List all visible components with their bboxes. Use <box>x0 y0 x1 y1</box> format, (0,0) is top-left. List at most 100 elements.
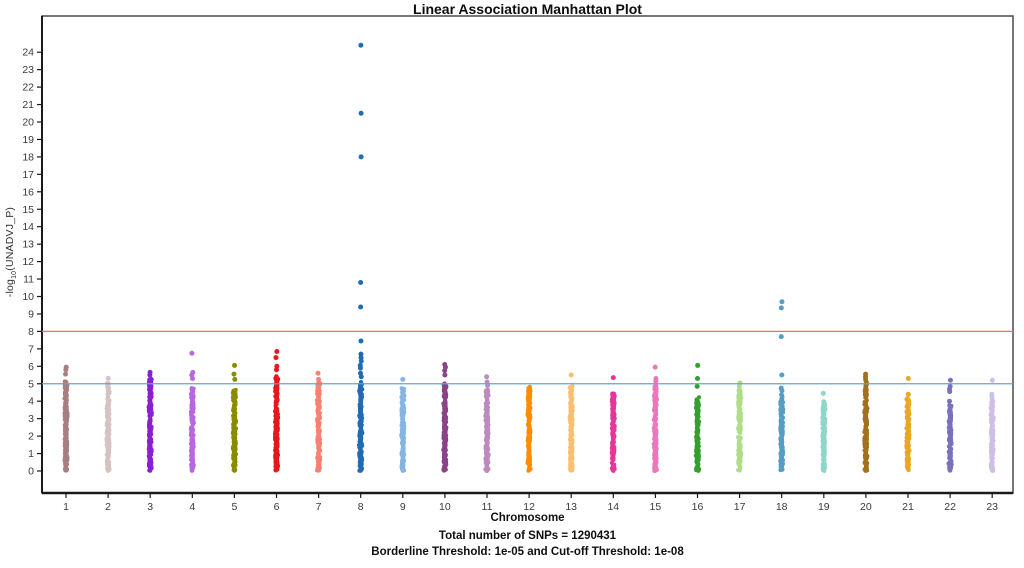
snp-point <box>611 446 616 451</box>
snp-point <box>232 397 237 402</box>
snp-point <box>526 449 531 454</box>
snp-point <box>357 419 363 424</box>
snp-point <box>484 428 489 433</box>
y-tick-label: 13 <box>22 239 34 251</box>
snp-point <box>527 466 532 471</box>
snp-point <box>736 447 741 453</box>
snp-outlier-point <box>905 391 911 397</box>
snp-point <box>63 458 68 463</box>
snp-point <box>358 458 363 464</box>
snp-point <box>948 421 953 426</box>
snp-point <box>401 386 406 391</box>
snp-point <box>315 417 320 423</box>
snp-point <box>64 432 69 437</box>
snp-point <box>148 402 153 407</box>
snp-point <box>612 404 617 409</box>
snp-point <box>947 412 952 417</box>
snp-outlier-point <box>778 334 784 340</box>
chromosome-column-17 <box>736 380 744 473</box>
snp-point <box>190 390 195 395</box>
snp-point <box>653 415 658 421</box>
snp-point <box>569 431 574 436</box>
snp-point <box>737 399 742 404</box>
snp-point <box>905 428 910 433</box>
snp-point <box>990 456 995 461</box>
snp-point <box>779 407 784 412</box>
snp-point <box>147 468 152 473</box>
snp-point <box>273 412 279 417</box>
snp-point <box>147 430 152 435</box>
snp-point <box>653 467 658 472</box>
snp-point <box>147 391 152 396</box>
chromosome-column-9 <box>399 376 407 473</box>
snp-outlier-point <box>316 376 322 382</box>
snp-point <box>948 406 953 411</box>
snp-point <box>106 463 111 468</box>
snp-point <box>653 405 658 410</box>
snp-outlier-point <box>779 299 785 305</box>
snp-point <box>990 452 995 457</box>
snp-point <box>148 424 153 429</box>
y-tick-label: 3 <box>28 413 34 425</box>
snp-point <box>358 450 363 455</box>
snp-point <box>822 468 827 474</box>
y-tick-label: 24 <box>22 47 34 59</box>
chromosome-column-23 <box>988 377 996 473</box>
x-tick-label: 22 <box>944 501 956 513</box>
snp-outlier-point <box>274 367 280 373</box>
chromosome-column-22 <box>946 377 954 473</box>
snp-point <box>147 395 152 400</box>
snp-point <box>527 452 532 457</box>
snp-point <box>62 383 68 388</box>
snp-outlier-point <box>358 351 364 357</box>
snp-point <box>525 459 530 464</box>
snp-point <box>148 386 153 391</box>
snp-point <box>780 428 785 433</box>
snp-point <box>991 418 996 423</box>
snp-point <box>653 442 658 447</box>
snp-point <box>232 388 237 393</box>
snp-point <box>568 424 573 429</box>
snp-point <box>400 447 405 452</box>
snp-point <box>736 429 742 434</box>
snp-point <box>611 435 616 440</box>
y-tick-label: 21 <box>22 99 34 111</box>
y-tick-label: 8 <box>28 326 34 338</box>
snp-point <box>695 429 700 435</box>
snp-outlier-point <box>400 376 406 382</box>
chromosome-column-18 <box>778 299 786 473</box>
snp-point <box>568 452 573 457</box>
snp-point <box>64 392 69 397</box>
snp-outlier-point <box>358 110 364 116</box>
snp-outlier-point <box>63 371 69 377</box>
chromosome-column-10 <box>441 362 449 473</box>
snp-point <box>653 409 658 414</box>
snp-point <box>696 422 701 427</box>
snp-point <box>189 449 194 454</box>
snp-point <box>484 403 489 408</box>
snp-point <box>442 450 447 455</box>
snp-point <box>316 406 321 411</box>
snp-point <box>864 421 869 426</box>
snp-point <box>695 406 700 411</box>
snp-outlier-point <box>820 390 826 396</box>
y-tick-label: 12 <box>22 256 34 268</box>
snp-point <box>696 414 701 420</box>
snp-outlier-point <box>653 378 659 384</box>
snp-point <box>106 414 111 419</box>
snp-point <box>611 410 616 415</box>
snp-point <box>148 437 153 442</box>
chromosome-column-20 <box>862 371 870 473</box>
snp-point <box>527 396 532 401</box>
snp-point <box>189 396 194 401</box>
snp-outlier-point <box>105 376 111 382</box>
snp-point <box>273 419 278 424</box>
snp-point <box>442 422 447 428</box>
snp-point <box>610 468 615 473</box>
y-tick-label: 5 <box>28 378 34 390</box>
snp-point <box>653 455 658 460</box>
snp-point <box>611 464 616 469</box>
snp-outlier-point <box>358 42 364 48</box>
snp-point <box>569 397 574 402</box>
